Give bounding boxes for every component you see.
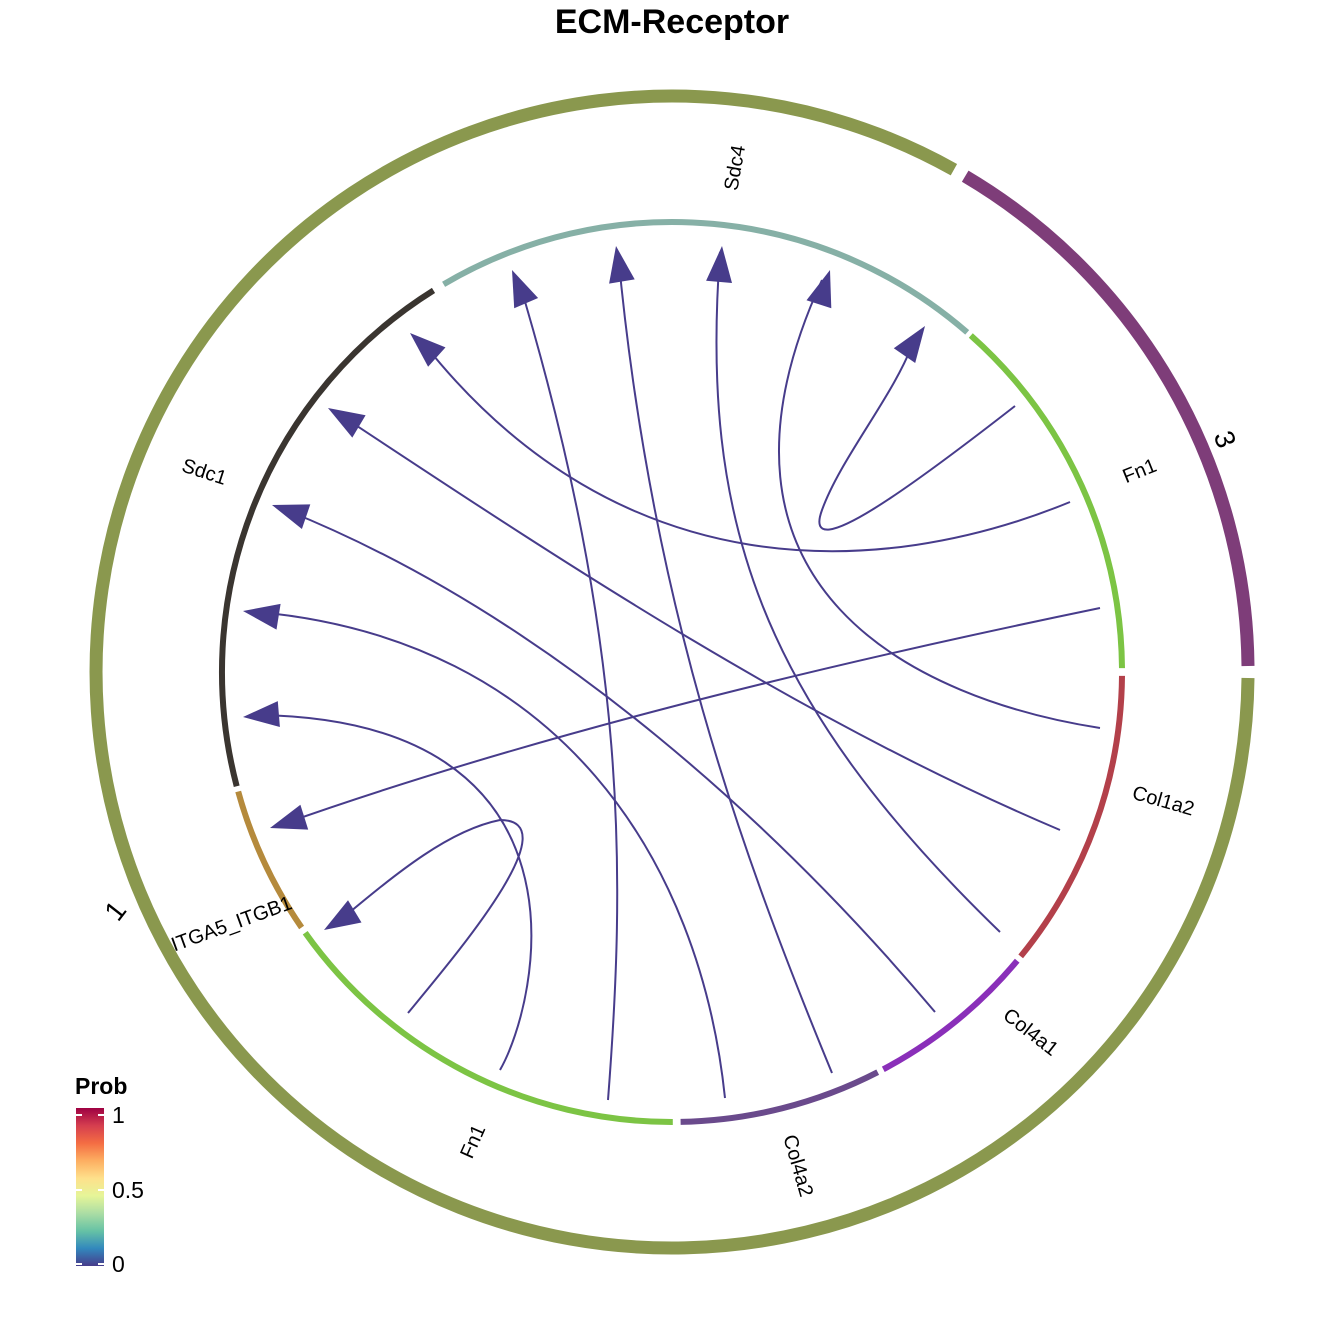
- gene-arc: [881, 958, 1020, 1072]
- group-label: 3: [1208, 427, 1242, 452]
- interaction-edge: [715, 251, 1001, 933]
- arrowhead: [806, 270, 832, 309]
- arrowhead: [893, 326, 925, 363]
- gene-arc: [968, 333, 1125, 669]
- gene-label: Col4a1: [999, 1004, 1062, 1060]
- gene-arc: [1018, 675, 1125, 959]
- gene-arc: [680, 1069, 880, 1125]
- legend-tick-label: 1: [112, 1102, 125, 1128]
- interaction-edge: [424, 344, 1071, 553]
- arrowhead: [324, 900, 362, 930]
- arrowhead: [706, 246, 732, 283]
- group-arc: [961, 170, 1255, 667]
- prob-legend: Prob 1 0.5 0: [75, 1073, 144, 1277]
- gene-label: ITGA5_ITGB1: [168, 892, 295, 956]
- gene-arc: [235, 790, 305, 930]
- interaction-edge: [818, 347, 1016, 531]
- group-ring: 13: [89, 89, 1255, 1255]
- gene-label: Sdc1: [179, 455, 229, 490]
- gene-arc: [302, 930, 673, 1126]
- arrowhead: [609, 246, 635, 284]
- interaction-edge: [617, 251, 833, 1074]
- gene-label: Fn1: [456, 1121, 490, 1161]
- gene-labels: Sdc4 Fn1 Col1a2 Col4a1 Col4a2 Fn1 ITGA5_ITGB1 S…: [168, 144, 1196, 1200]
- gene-label: Col1a2: [1130, 782, 1197, 821]
- interaction-edges: [243, 246, 1101, 1101]
- gene-label: Fn1: [1120, 455, 1160, 488]
- arrowhead: [243, 701, 280, 727]
- arrowhead: [410, 333, 446, 367]
- gene-label: Sdc4: [721, 144, 751, 193]
- chart-title: ECM-Receptor: [555, 3, 789, 41]
- interaction-edge: [778, 279, 1101, 729]
- gene-arc: [442, 219, 970, 335]
- legend-title: Prob: [75, 1073, 127, 1099]
- arrowhead: [328, 408, 366, 438]
- arrowhead: [512, 270, 539, 309]
- gene-arc: [219, 287, 436, 787]
- legend-tick-label: 0.5: [112, 1177, 144, 1203]
- legend-colorbar: [76, 1108, 104, 1266]
- interaction-edge: [337, 818, 524, 1014]
- group-label: 1: [98, 895, 132, 926]
- gene-ring: [219, 219, 1125, 1126]
- legend-tick-label: 0: [112, 1251, 125, 1277]
- arrowhead: [270, 804, 309, 830]
- interaction-edge: [285, 509, 936, 1013]
- interaction-edge: [344, 417, 1061, 831]
- interaction-edge: [257, 611, 726, 1099]
- gene-label: Col4a2: [778, 1132, 817, 1199]
- interaction-edge: [279, 607, 1101, 826]
- group-arc: [89, 89, 1255, 1255]
- interaction-edge: [257, 714, 533, 1071]
- arrowhead: [272, 504, 311, 529]
- arrowhead: [243, 603, 281, 630]
- interaction-edge: [517, 277, 619, 1101]
